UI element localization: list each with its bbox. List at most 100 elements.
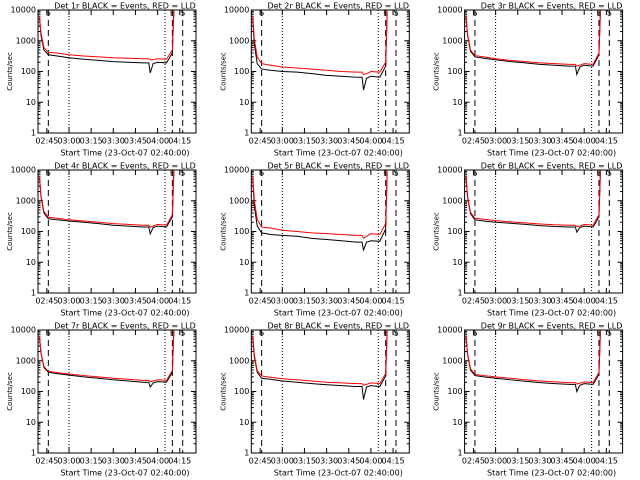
x-tick-label: 02:45 (462, 457, 485, 466)
marker-label: S (472, 169, 477, 178)
y-tick-label: 10000 (11, 6, 36, 15)
x-tick-label: 03:00 (484, 137, 507, 146)
panel: Det 7r BLACK = Events, RED = LLD Start Ti… (6, 322, 197, 478)
marker-label: S (607, 9, 612, 18)
x-tick-label: 03:00 (271, 297, 294, 306)
y-tick-label: 10000 (11, 326, 36, 335)
marker-label: S (259, 9, 264, 18)
x-tick-label: 03:45 (551, 137, 574, 146)
marker-label: S (259, 329, 264, 338)
x-tick-label: 03:15 (293, 297, 316, 306)
x-tick-label: 02:45 (35, 137, 58, 146)
x-axis-label: Start Time (23-Oct-07 02:40:00) (274, 149, 403, 158)
x-tick-label: 03:45 (337, 297, 360, 306)
y-axis-label: Counts/sec (219, 372, 227, 411)
x-tick-label: 03:30 (315, 457, 338, 466)
marker-label: S (46, 169, 51, 178)
x-tick-label: 04:00 (146, 457, 169, 466)
plot-frame (464, 9, 624, 134)
y-tick-label: 100 (21, 227, 36, 236)
marker-label: S (180, 169, 185, 178)
y-tick-label: 1000 (442, 36, 462, 45)
marker-label: E (170, 169, 175, 178)
y-tick-label: 1 (244, 449, 249, 458)
chart-title: Det 5r BLACK = Events, RED = LLD (268, 162, 410, 171)
marker-label: E (596, 9, 601, 18)
x-axis-label: Start Time (23-Oct-07 02:40:00) (487, 469, 616, 478)
x-axis-label: Start Time (23-Oct-07 02:40:00) (274, 309, 403, 318)
marker-label: S (46, 9, 51, 18)
x-tick-label: 03:45 (124, 137, 147, 146)
x-tick-label: 03:00 (484, 457, 507, 466)
panel: Det 6r BLACK = Events, RED = LLD Start Ti… (433, 162, 624, 318)
x-tick-label: 02:45 (249, 297, 272, 306)
data-line (252, 331, 388, 400)
chart-title: Det 9r BLACK = Events, RED = LLD (481, 322, 623, 331)
y-tick-label: 1 (244, 129, 249, 138)
x-tick-label: 04:15 (168, 297, 191, 306)
marker-label: E (383, 9, 388, 18)
y-tick-label: 100 (21, 67, 36, 76)
x-tick-label: 04:00 (573, 297, 596, 306)
x-tick-label: 04:15 (168, 137, 191, 146)
plot-frame (250, 169, 410, 294)
plot-frame (37, 9, 197, 134)
y-axis-label: Counts/sec (433, 372, 441, 411)
y-tick-label: 1000 (229, 356, 249, 365)
data-line (252, 329, 388, 386)
data-line (465, 11, 601, 77)
x-tick-label: 03:30 (102, 297, 125, 306)
chart-title: Det 7r BLACK = Events, RED = LLD (54, 322, 196, 331)
y-tick-label: 1 (458, 129, 463, 138)
data-line (38, 171, 175, 236)
x-tick-label: 04:00 (573, 137, 596, 146)
y-tick-label: 10000 (437, 6, 462, 15)
x-tick-label: 03:00 (57, 297, 80, 306)
y-tick-label: 10 (452, 258, 462, 267)
chart-title: Det 2r BLACK = Events, RED = LLD (268, 2, 410, 11)
data-line (465, 171, 601, 234)
data-line (465, 9, 601, 67)
marker-label: E (170, 329, 175, 338)
y-axis-label: Counts/sec (219, 52, 227, 91)
data-line (252, 172, 388, 252)
data-line (38, 329, 175, 383)
marker-label: E (596, 329, 601, 338)
marker-label: S (180, 329, 185, 338)
x-tick-label: 02:45 (35, 297, 58, 306)
x-tick-label: 02:45 (35, 457, 58, 466)
plot-frame (250, 9, 410, 134)
x-tick-label: 03:15 (506, 457, 529, 466)
data-line (252, 9, 388, 76)
y-tick-label: 10 (26, 258, 36, 267)
x-axis-label: Start Time (23-Oct-07 02:40:00) (487, 309, 616, 318)
x-axis-label: Start Time (23-Oct-07 02:40:00) (274, 469, 403, 478)
panel: Det 8r BLACK = Events, RED = LLD Start Ti… (219, 322, 410, 478)
x-tick-label: 03:00 (271, 137, 294, 146)
y-tick-label: 10000 (224, 326, 249, 335)
marker-label: E (383, 329, 388, 338)
marker-label: S (393, 329, 398, 338)
y-tick-label: 10 (452, 98, 462, 107)
chart-title: Det 6r BLACK = Events, RED = LLD (481, 162, 623, 171)
y-tick-label: 10000 (11, 166, 36, 175)
y-tick-label: 100 (234, 67, 249, 76)
y-axis-label: Counts/sec (433, 52, 441, 91)
chart-title: Det 3r BLACK = Events, RED = LLD (481, 2, 623, 11)
marker-label: S (180, 9, 185, 18)
x-tick-label: 03:45 (337, 457, 360, 466)
y-tick-label: 1 (458, 449, 463, 458)
x-tick-label: 04:15 (382, 137, 405, 146)
y-tick-label: 1000 (229, 196, 249, 205)
x-tick-label: 02:45 (462, 297, 485, 306)
x-tick-label: 04:15 (595, 137, 618, 146)
x-tick-label: 03:15 (506, 297, 529, 306)
y-axis-label: Counts/sec (6, 52, 14, 91)
x-tick-label: 04:00 (573, 457, 596, 466)
x-tick-label: 04:00 (146, 137, 169, 146)
x-tick-label: 03:00 (271, 457, 294, 466)
x-tick-label: 03:30 (102, 457, 125, 466)
data-line (465, 169, 601, 228)
x-axis-label: Start Time (23-Oct-07 02:40:00) (60, 149, 189, 158)
marker-label: S (393, 9, 398, 18)
